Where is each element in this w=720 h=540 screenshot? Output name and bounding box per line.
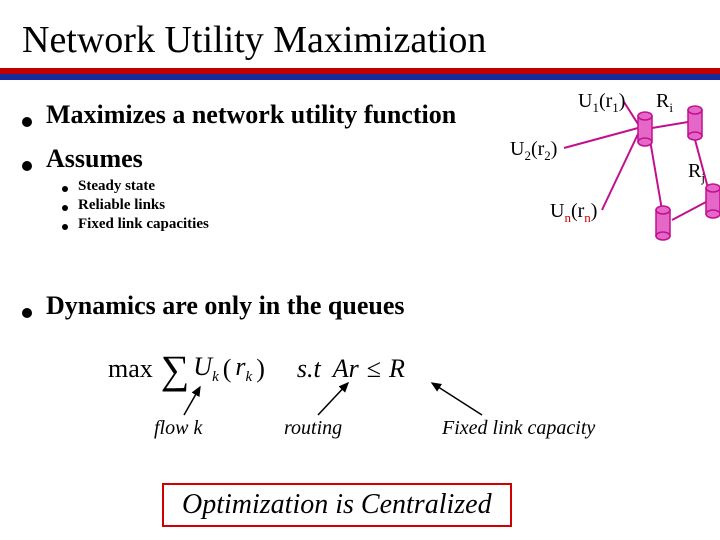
- bullet-1-text: Maximizes a network utility function: [46, 100, 456, 130]
- annotation-arrows: [22, 343, 702, 453]
- annot-routing: routing: [284, 417, 342, 440]
- label-rj: Rj: [688, 160, 705, 186]
- label-u2: U2(r2): [510, 138, 557, 164]
- sub-dot-icon: [62, 186, 68, 192]
- bullet-3-text: Dynamics are only in the queues: [46, 291, 405, 321]
- sub-dot-icon: [62, 224, 68, 230]
- sub-2-text: Reliable links: [78, 197, 165, 214]
- annot-fixed: Fixed link capacity: [442, 417, 595, 440]
- sub-3-text: Fixed link capacities: [78, 216, 209, 233]
- diagram-svg: [410, 80, 720, 270]
- label-u1: U1(r1): [578, 90, 625, 116]
- bullet-dot-icon: [22, 161, 32, 171]
- annot-flowk: flow k: [154, 417, 202, 440]
- page-title: Network Utility Maximization: [0, 0, 720, 66]
- label-ri: Ri: [656, 90, 673, 116]
- content-area: Maximizes a network utility function Ass…: [0, 80, 720, 473]
- final-statement: Optimization is Centralized: [162, 483, 512, 527]
- network-diagram: U1(r1) U2(r2) Un(rn) Ri Rj: [410, 80, 720, 270]
- equation-area: max ∑ Uk ( rk ) s.t Ar ≤ R flow k routin…: [22, 343, 698, 473]
- label-un: Un(rn): [550, 200, 597, 226]
- title-rule: [0, 66, 720, 80]
- bullet-dot-icon: [22, 117, 32, 127]
- sub-dot-icon: [62, 205, 68, 211]
- bullet-3: Dynamics are only in the queues: [22, 291, 698, 321]
- bullet-dot-icon: [22, 308, 32, 318]
- sub-1-text: Steady state: [78, 178, 155, 195]
- bullet-2-text: Assumes: [46, 144, 143, 174]
